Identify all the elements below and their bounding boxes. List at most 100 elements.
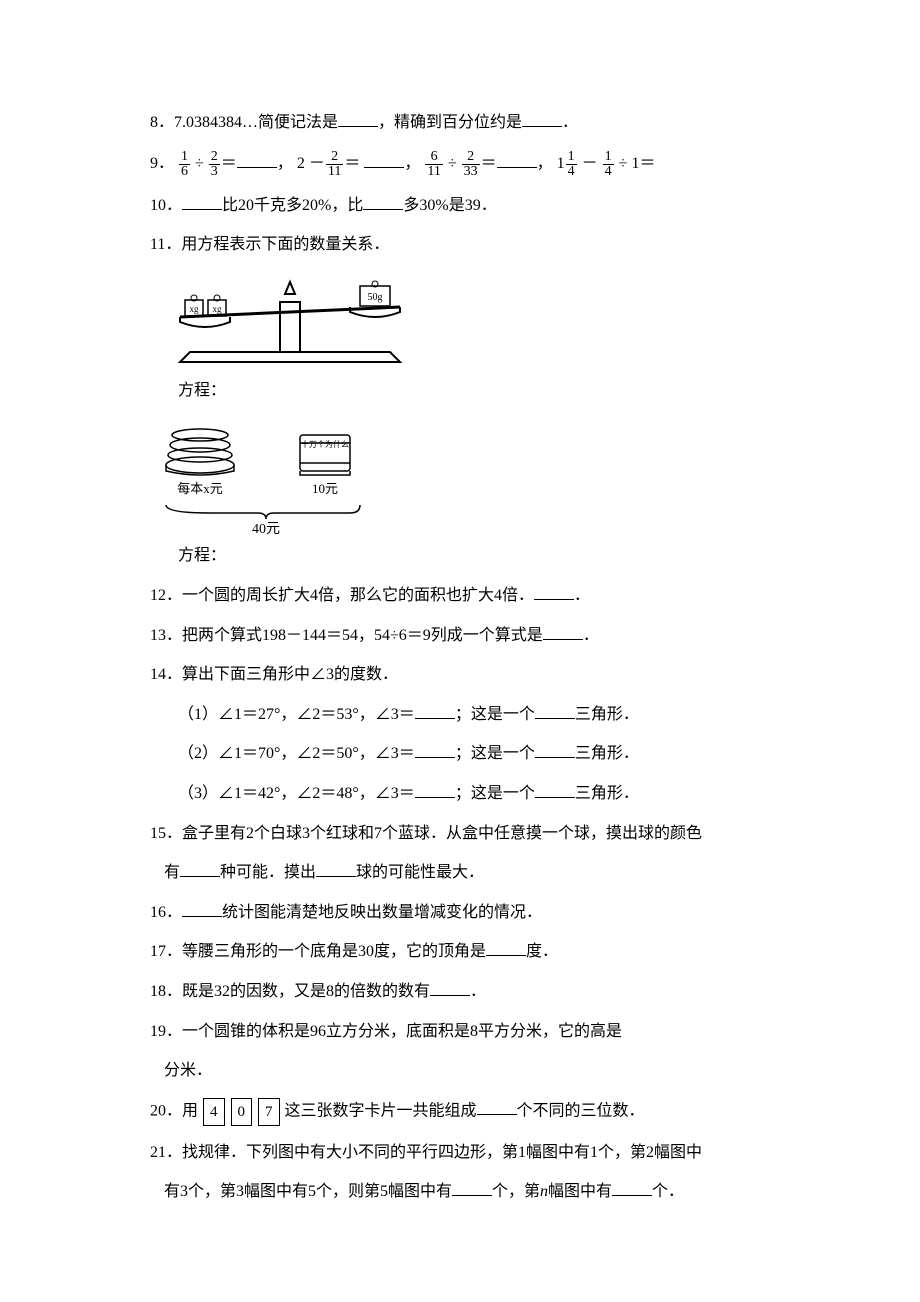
- qnum: 16．: [150, 904, 182, 921]
- book-title: 十万个为什么: [301, 439, 349, 449]
- question-14: 14．算出下面三角形中∠3的度数．: [150, 662, 770, 688]
- ten-yuan-label: 10元: [312, 481, 338, 496]
- question-10: 10． 比20千克多20%，比 多30%是39．: [150, 193, 770, 219]
- q15-line2: 有种可能．摸出球的可能性最大．: [150, 860, 770, 886]
- text: 等腰三角形的一个底角是30度，它的顶角是: [182, 943, 486, 960]
- comma: ，: [537, 155, 553, 172]
- fraction: 16: [179, 150, 190, 179]
- blank: [535, 741, 575, 758]
- blank: [535, 702, 575, 719]
- text: 一个圆的周长扩大4倍，那么它的面积也扩大4倍．: [182, 587, 534, 604]
- fraction: 211: [326, 150, 343, 179]
- per-book-label: 每本x元: [177, 481, 223, 496]
- qnum: 11．: [150, 236, 181, 253]
- digit-card: 4: [203, 1098, 225, 1126]
- blank: [430, 979, 470, 996]
- books-figure: 每本x元 十万个为什么 10元 40元: [150, 417, 770, 537]
- balance-svg: xg xg 50g: [150, 272, 430, 372]
- op: ÷: [191, 155, 208, 172]
- text: 一个圆锥的体积是96立方分米，底面积是8平方分米，它的高是: [182, 1023, 622, 1040]
- equation-label: 方程：: [150, 543, 770, 569]
- qnum: 14．: [150, 666, 182, 683]
- fraction: 23: [209, 150, 220, 179]
- blank: [364, 151, 404, 168]
- qnum: 10．: [150, 197, 182, 214]
- q14-line3: （3）∠1＝42°，∠2＝48°，∠3＝；这是一个三角形．: [150, 781, 770, 807]
- text: ．: [562, 114, 578, 131]
- qnum: 12．: [150, 587, 182, 604]
- question-16: 16． 统计图能清楚地反映出数量增减变化的情况．: [150, 900, 770, 926]
- question-11: 11．用方程表示下面的数量关系．: [150, 232, 770, 258]
- fraction: 14: [603, 150, 614, 179]
- equation-label: 方程：: [150, 378, 770, 404]
- blank: [415, 781, 455, 798]
- blank: [180, 860, 220, 877]
- balance-scale-figure: xg xg 50g: [150, 272, 770, 372]
- question-8: 8．7.0384384…简便记法是 ，精确到百分位约是 ．: [150, 110, 770, 136]
- text: ．: [470, 983, 486, 1000]
- question-9: 9． 16 ÷ 23＝， 2 －211＝ ， 611 ÷ 233＝， 114 －…: [150, 150, 770, 179]
- forty-yuan-label: 40元: [252, 522, 280, 537]
- blank: [477, 1098, 517, 1115]
- question-12: 12．一个圆的周长扩大4倍，那么它的面积也扩大4倍． ．: [150, 583, 770, 609]
- question-17: 17．等腰三角形的一个底角是30度，它的顶角是度．: [150, 939, 770, 965]
- worksheet-page: 8．7.0384384…简便记法是，精确到百分位约是． 9． 16 ÷ 23＝，…: [0, 0, 920, 1279]
- blank: [452, 1179, 492, 1196]
- blank: [522, 110, 562, 127]
- text: 度．: [526, 943, 558, 960]
- text: 比20千克多20%，比: [222, 197, 363, 214]
- text: 算出下面三角形中∠3的度数．: [182, 666, 398, 683]
- blank: [182, 193, 222, 210]
- text: ，精确到百分位约是: [378, 114, 522, 131]
- text: 统计图能清楚地反映出数量增减变化的情况．: [222, 904, 542, 921]
- text: ÷ 1＝: [615, 155, 656, 172]
- fifty-label: 50g: [368, 292, 383, 303]
- blank: [363, 193, 403, 210]
- q19-line2: 分米．: [150, 1058, 770, 1084]
- n-var: n: [540, 1183, 548, 1200]
- books-svg: 每本x元 十万个为什么 10元 40元: [150, 417, 410, 537]
- digit-card: 0: [231, 1098, 253, 1126]
- qnum: 20．: [150, 1102, 182, 1119]
- question-21: 21．找规律．下列图中有大小不同的平行四边形，第1幅图中有1个，第2幅图中: [150, 1140, 770, 1166]
- blank: [415, 702, 455, 719]
- text: 多30%是39．: [403, 197, 496, 214]
- eq: ＝: [344, 155, 360, 172]
- qnum: 8．: [150, 114, 174, 131]
- blank: [612, 1179, 652, 1196]
- blank: [534, 583, 574, 600]
- text: 2 －: [297, 155, 325, 172]
- blank: [535, 781, 575, 798]
- qnum: 9．: [150, 155, 174, 172]
- question-15: 15．盒子里有2个白球3个红球和7个蓝球．从盒中任意摸一个球，摸出球的颜色: [150, 821, 770, 847]
- blank: [316, 860, 356, 877]
- qnum: 18．: [150, 983, 182, 1000]
- question-20: 20．用 407 这三张数字卡片一共能组成个不同的三位数．: [150, 1098, 770, 1126]
- blank: [338, 110, 378, 127]
- text: 把两个算式198－144＝54，54÷6＝9列成一个算式是: [182, 627, 543, 644]
- text: 7.0384384…简便记法是: [174, 114, 338, 131]
- eq: ＝: [481, 155, 497, 172]
- qnum: 15．: [150, 825, 182, 842]
- blank: [497, 151, 537, 168]
- question-19: 19．一个圆锥的体积是96立方分米，底面积是8平方分米，它的高是: [150, 1019, 770, 1045]
- qnum: 13．: [150, 627, 182, 644]
- text: 用方程表示下面的数量关系．: [181, 236, 389, 253]
- text: ．: [583, 627, 599, 644]
- op: ÷: [444, 155, 461, 172]
- blank: [237, 151, 277, 168]
- q21-line2: 有3个，第3幅图中有5个，则第5幅图中有个，第n幅图中有个．: [150, 1179, 770, 1205]
- qnum: 21．: [150, 1144, 182, 1161]
- fraction: 611: [425, 150, 442, 179]
- xg-label: xg: [213, 304, 223, 314]
- question-13: 13．把两个算式198－144＝54，54÷6＝9列成一个算式是 ．: [150, 623, 770, 649]
- xg-label: xg: [190, 304, 200, 314]
- comma: ，: [277, 155, 293, 172]
- blank: [415, 741, 455, 758]
- fraction: 14: [566, 150, 577, 179]
- eq: ＝: [221, 155, 237, 172]
- text: ．: [574, 587, 590, 604]
- digit-card: 7: [258, 1098, 280, 1126]
- blank: [543, 623, 583, 640]
- text: －: [578, 155, 602, 172]
